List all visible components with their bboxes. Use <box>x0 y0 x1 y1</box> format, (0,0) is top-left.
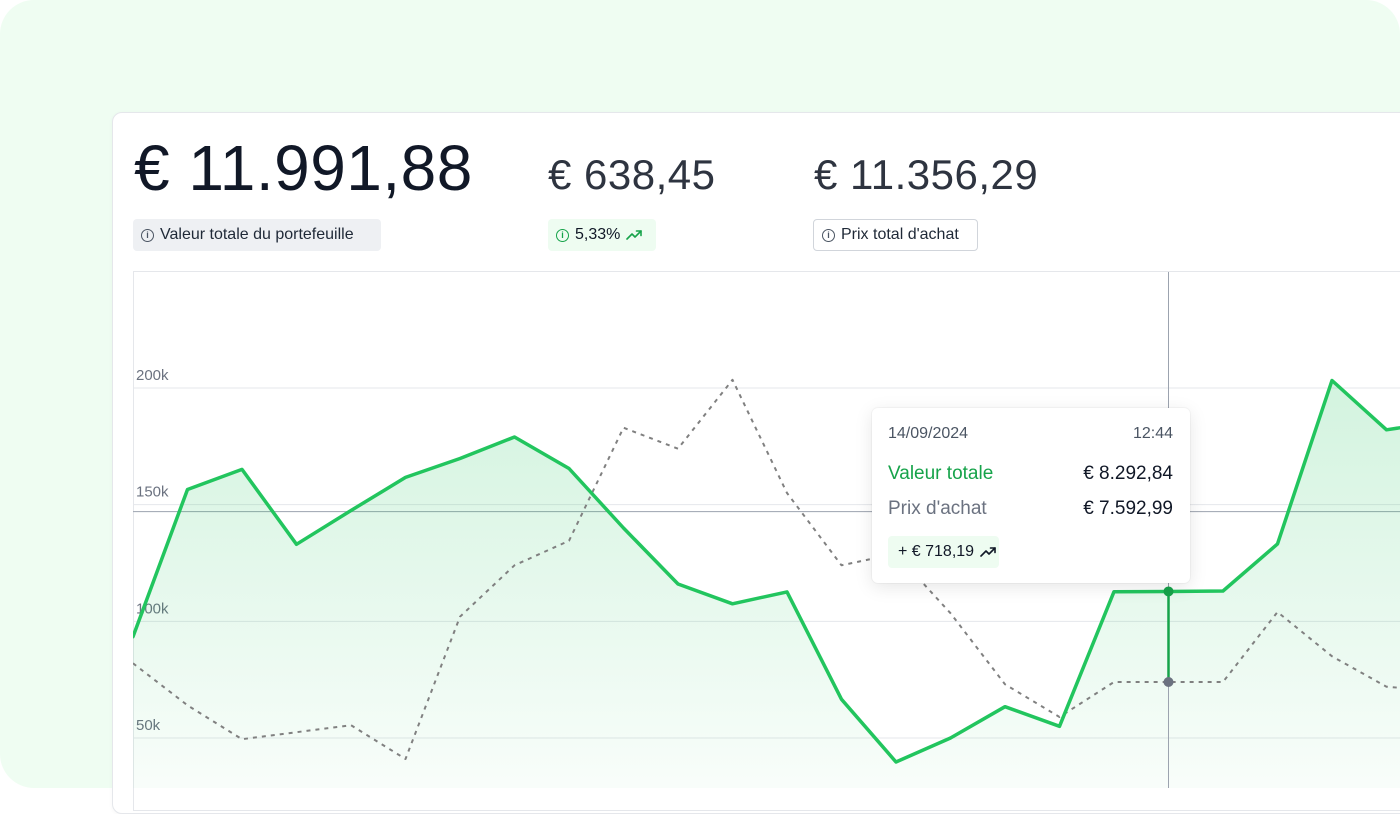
series-layer <box>133 378 1400 788</box>
tooltip-total-label: Valeur totale <box>888 463 994 484</box>
series-line-valeur-totale <box>133 378 1400 764</box>
tooltip-purchase-value: € 7.592,99 <box>1083 498 1173 519</box>
tooltip-row-purchase: Prix d'achat € 7.592,99 <box>888 498 1173 520</box>
area-valeur-totale <box>133 380 1400 788</box>
purchase-total-label: Prix total d'achat <box>841 226 959 243</box>
tooltip-row-total: Valeur totale € 8.292,84 <box>888 463 1173 485</box>
highlight-point-prix-achat <box>1163 677 1174 687</box>
chart-tooltip: 14/09/2024 12:44 Valeur totale € 8.292,8… <box>872 408 1190 583</box>
purchase-total-amount: € 11.356,29 <box>814 151 1039 198</box>
series-line-prix-achat <box>133 378 1400 760</box>
gain-amount: € 638,45 <box>548 151 716 198</box>
tooltip-date: 14/09/2024 <box>888 425 969 442</box>
total-value-label: Valeur totale du portefeuille <box>160 226 354 243</box>
y-tick-label: 150k <box>136 484 169 501</box>
highlight-point-valeur-totale <box>1163 586 1174 597</box>
info-icon: i <box>556 228 569 242</box>
trending-up-icon <box>980 547 996 557</box>
gain-percent-value: 5,33% <box>575 226 621 243</box>
tooltip-diff-value: + € 718,19 <box>898 543 975 560</box>
tooltip-purchase-label: Prix d'achat <box>888 498 987 519</box>
tooltip-diff-badge: + € 718,19 <box>888 536 999 568</box>
total-value-amount: € 11.991,88 <box>134 132 473 204</box>
tooltip-time: 12:44 <box>1132 425 1173 442</box>
gain-percent-badge[interactable]: i 5,33% <box>548 219 656 251</box>
purchase-total-badge[interactable]: i Prix total d'achat <box>813 219 978 251</box>
total-value-badge[interactable]: i Valeur totale du portefeuille <box>133 219 381 251</box>
y-tick-label: 200k <box>136 367 169 384</box>
trending-up-icon <box>626 230 643 240</box>
tooltip-total-value: € 8.292,84 <box>1083 463 1173 484</box>
info-icon: i <box>822 228 835 242</box>
info-icon: i <box>141 228 154 242</box>
portfolio-line-chart[interactable]: 200k150k100k50k <box>0 0 1400 788</box>
